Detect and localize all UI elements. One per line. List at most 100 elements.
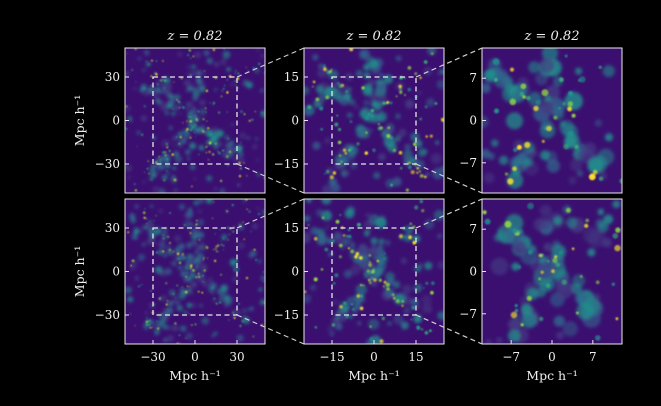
filament-blob	[169, 94, 175, 99]
halo	[232, 230, 235, 233]
halo	[404, 235, 407, 238]
filament-blob	[201, 317, 210, 325]
halo	[228, 319, 230, 321]
filament-blob	[355, 283, 368, 296]
filament-blob	[187, 101, 194, 108]
filament-blob	[498, 155, 509, 165]
filament-blob	[152, 186, 160, 193]
halo	[189, 232, 192, 234]
halo	[349, 48, 354, 52]
halo	[407, 66, 412, 70]
filament-blob	[352, 301, 362, 311]
filament-blob	[224, 135, 230, 141]
halo	[412, 240, 417, 245]
halo	[202, 259, 204, 261]
filament-blob	[195, 257, 200, 261]
filament-blob	[189, 164, 196, 171]
halo	[190, 115, 193, 119]
halo	[144, 208, 146, 210]
filament-blob	[539, 100, 555, 115]
filament-blob	[186, 261, 191, 266]
filament-blob	[134, 204, 139, 209]
halo	[215, 249, 217, 251]
halo	[179, 136, 181, 138]
halo	[186, 120, 188, 123]
halo	[247, 70, 249, 72]
halo	[371, 269, 375, 274]
halo	[520, 323, 524, 327]
halo	[243, 162, 245, 164]
filament-blob	[568, 176, 577, 185]
halo	[239, 324, 242, 328]
halo	[401, 300, 404, 303]
halo	[336, 114, 339, 117]
halo	[237, 72, 240, 75]
halo	[414, 72, 418, 75]
filament-blob	[165, 111, 169, 116]
x-tick-label: 30	[229, 350, 244, 364]
filament-blob	[190, 110, 198, 119]
halo	[227, 239, 229, 241]
halo	[398, 150, 403, 155]
halo	[345, 90, 349, 93]
filament-blob	[203, 50, 210, 56]
zoom-connector	[415, 163, 483, 194]
filament-blob	[197, 252, 204, 259]
filament-blob	[187, 65, 191, 70]
filament-blob	[553, 216, 562, 225]
halo	[208, 150, 211, 153]
halo	[408, 165, 412, 170]
filament-blob	[242, 308, 248, 314]
x-axis-label: Mpc h⁻¹	[169, 368, 220, 383]
halo	[386, 287, 390, 291]
filament-blob	[378, 238, 385, 244]
filament-blob	[392, 177, 402, 187]
halo	[329, 175, 334, 180]
halo	[398, 234, 403, 239]
halo	[331, 323, 336, 327]
halo	[320, 127, 324, 131]
halo	[389, 101, 393, 105]
filament-blob	[176, 246, 182, 253]
filament-blob	[186, 157, 191, 161]
filament-blob	[192, 225, 200, 234]
halo	[369, 261, 371, 264]
filament-blob	[211, 333, 216, 338]
filament-blob	[186, 302, 192, 308]
halo	[558, 106, 561, 110]
filament-blob	[368, 79, 375, 86]
filament-blob	[189, 142, 197, 150]
filament-blob	[566, 217, 578, 229]
halo	[379, 126, 384, 130]
filament-blob	[310, 284, 317, 291]
halo	[356, 294, 360, 298]
halo	[149, 324, 151, 326]
filament-blob	[386, 123, 395, 132]
halo	[413, 142, 417, 146]
zoom-connector	[415, 47, 483, 78]
halo	[181, 253, 185, 256]
filament-blob	[378, 153, 386, 162]
halo	[378, 278, 382, 282]
halo	[227, 138, 230, 140]
filament-blob	[199, 86, 206, 93]
filament-blob	[383, 74, 394, 84]
halo	[215, 248, 217, 250]
filament-blob	[539, 204, 552, 217]
halo	[383, 280, 387, 284]
halo	[157, 83, 159, 85]
halo	[364, 151, 368, 155]
halo	[186, 285, 189, 288]
filament-blob	[368, 128, 373, 133]
halo	[579, 275, 583, 278]
halo	[313, 236, 318, 241]
halo	[195, 277, 198, 279]
halo	[395, 299, 400, 303]
filament-blob	[161, 139, 170, 148]
filament-blob	[369, 93, 377, 101]
filament-blob	[425, 172, 430, 177]
zoom-box	[331, 227, 417, 316]
filament-blob	[400, 257, 408, 265]
halo	[168, 101, 170, 103]
halo	[571, 113, 576, 118]
